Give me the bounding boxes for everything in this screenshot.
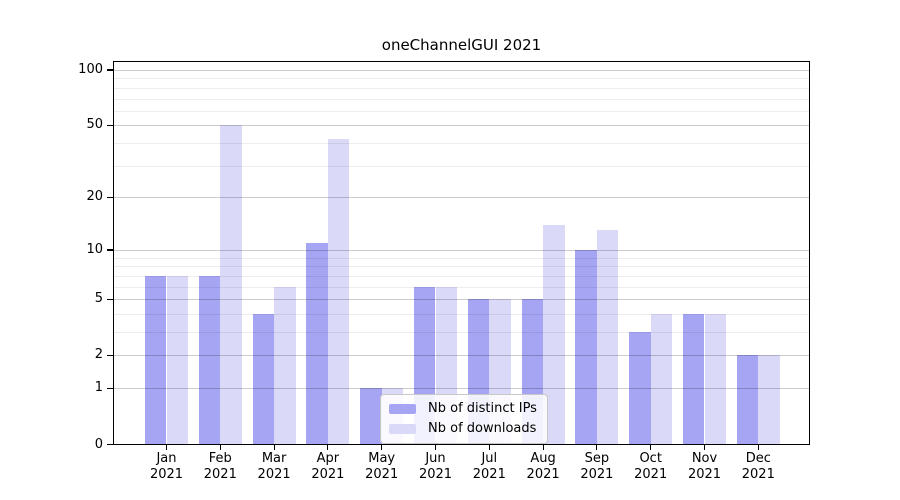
minor-gridline-90 xyxy=(114,78,809,80)
y-tick-mark-50 xyxy=(107,124,113,127)
x-tick-mark-dec xyxy=(757,445,759,450)
major-gridline-5 xyxy=(114,299,809,301)
x-tick-label-aug: Aug 2021 xyxy=(526,451,560,482)
y-tick-mark-0 xyxy=(107,444,113,446)
minor-gridline-7 xyxy=(114,275,809,277)
x-tick-mark-mar xyxy=(273,445,275,450)
x-tick-mark-sep xyxy=(596,445,598,450)
major-gridline-1 xyxy=(114,388,809,390)
y-tick-label-1: 1 xyxy=(94,380,103,396)
plot-area: Nb of distinct IPs Nb of downloads xyxy=(113,61,810,445)
bar-downloads-apr xyxy=(327,139,350,444)
legend: Nb of distinct IPs Nb of downloads xyxy=(380,394,548,444)
x-tick-mark-jan xyxy=(165,445,168,450)
bar-distinct-ips-jan xyxy=(144,275,167,444)
x-tick-mark-jul xyxy=(488,445,490,450)
x-tick-mark-nov xyxy=(703,445,706,450)
bar-downloads-feb xyxy=(220,125,242,444)
minor-gridline-30 xyxy=(114,165,809,167)
legend-swatch-distinct-ips xyxy=(389,404,416,414)
chart-title: oneChannelGUI 2021 xyxy=(381,36,542,54)
x-tick-label-oct: Oct 2021 xyxy=(634,451,668,482)
x-tick-label-jul: Jul 2021 xyxy=(472,451,506,482)
y-tick-label-2: 2 xyxy=(94,347,103,363)
legend-item-distinct-ips: Nb of distinct IPs xyxy=(389,401,537,417)
bar-downloads-jan xyxy=(166,275,189,444)
x-tick-label-mar: Mar 2021 xyxy=(257,451,291,482)
x-tick-mark-oct xyxy=(650,445,652,450)
y-tick-label-0: 0 xyxy=(94,436,103,452)
bar-distinct-ips-apr xyxy=(306,242,328,444)
x-tick-mark-jun xyxy=(434,445,437,450)
bar-distinct-ips-dec xyxy=(736,355,759,444)
minor-gridline-6 xyxy=(114,286,809,288)
x-tick-label-sep: Sep 2021 xyxy=(580,451,614,482)
y-tick-mark-5 xyxy=(107,298,113,300)
legend-label-downloads: Nb of downloads xyxy=(428,421,537,436)
x-tick-mark-aug xyxy=(542,445,544,450)
major-gridline-20 xyxy=(114,197,809,199)
bar-distinct-ips-sep xyxy=(575,249,597,444)
minor-gridline-60 xyxy=(114,110,809,112)
minor-gridline-80 xyxy=(114,87,809,89)
bar-downloads-sep xyxy=(596,230,619,444)
y-tick-label-20: 20 xyxy=(86,189,103,205)
major-gridline-2 xyxy=(114,355,809,357)
y-tick-label-10: 10 xyxy=(86,241,103,257)
y-tick-mark-10 xyxy=(107,249,113,251)
bar-distinct-ips-nov xyxy=(682,313,705,444)
y-tick-mark-2 xyxy=(107,354,113,357)
x-tick-label-jun: Jun 2021 xyxy=(418,451,453,482)
minor-gridline-40 xyxy=(114,143,809,145)
bar-distinct-ips-may xyxy=(360,388,382,444)
minor-gridline-4 xyxy=(114,313,809,315)
y-tick-label-100: 100 xyxy=(78,61,103,77)
legend-label-distinct-ips: Nb of distinct IPs xyxy=(428,401,537,416)
minor-gridline-3 xyxy=(114,332,809,333)
bar-downloads-oct xyxy=(650,313,673,444)
y-tick-mark-100 xyxy=(107,69,113,71)
x-tick-label-dec: Dec 2021 xyxy=(741,451,775,482)
bar-distinct-ips-mar xyxy=(252,313,275,444)
y-tick-label-50: 50 xyxy=(86,117,103,133)
legend-item-downloads: Nb of downloads xyxy=(389,421,537,437)
x-tick-mark-apr xyxy=(327,445,329,450)
x-tick-label-nov: Nov 2021 xyxy=(687,451,722,482)
y-tick-label-5: 5 xyxy=(94,291,103,307)
minor-gridline-9 xyxy=(114,257,809,259)
major-gridline-50 xyxy=(114,125,809,127)
bar-downloads-dec xyxy=(758,355,780,444)
x-tick-label-feb: Feb 2021 xyxy=(203,451,237,482)
bar-distinct-ips-feb xyxy=(198,275,221,444)
major-gridline-10 xyxy=(114,249,809,251)
x-tick-label-may: May 2021 xyxy=(365,451,399,482)
legend-swatch-downloads xyxy=(389,424,416,434)
minor-gridline-8 xyxy=(114,266,809,268)
x-tick-mark-feb xyxy=(219,445,221,450)
major-gridline-100 xyxy=(114,69,809,71)
x-tick-label-jan: Jan 2021 xyxy=(149,451,184,482)
bar-downloads-mar xyxy=(274,286,296,444)
y-tick-mark-20 xyxy=(107,196,113,199)
x-tick-label-apr: Apr 2021 xyxy=(311,451,345,482)
bar-distinct-ips-oct xyxy=(629,332,651,444)
y-tick-mark-1 xyxy=(107,387,113,389)
bar-downloads-nov xyxy=(704,313,727,444)
bar-downloads-aug xyxy=(543,224,565,444)
minor-gridline-70 xyxy=(114,98,809,100)
x-tick-mark-may xyxy=(381,445,383,450)
